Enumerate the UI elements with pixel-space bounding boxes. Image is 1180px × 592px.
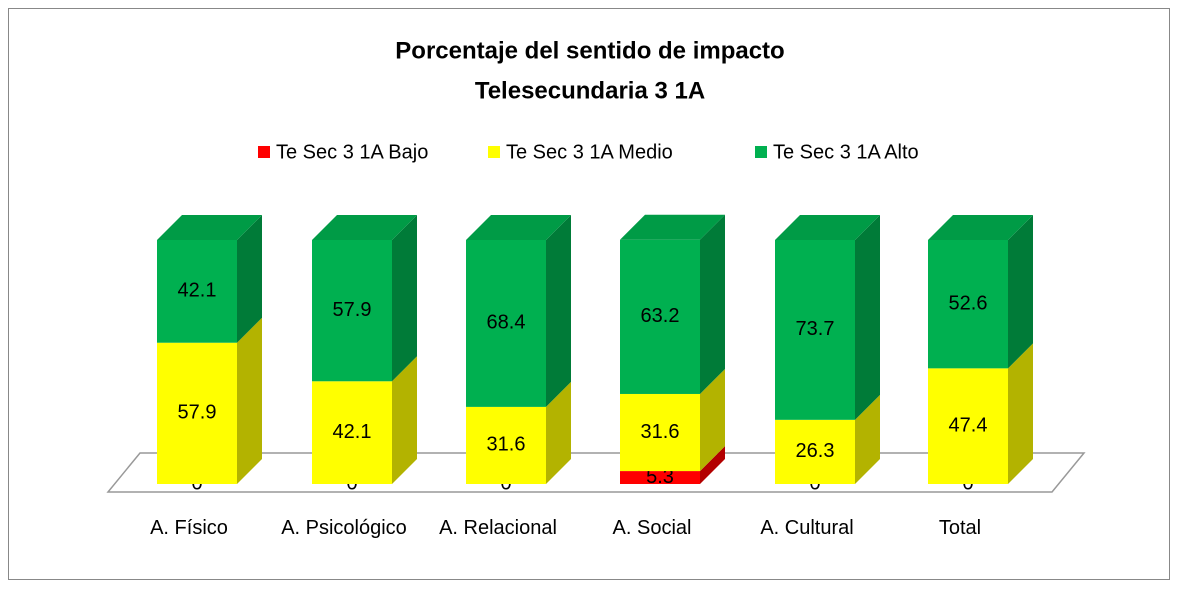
bar-side — [237, 317, 262, 484]
x-tick-label: A. Cultural — [760, 517, 854, 539]
data-label: 68.4 — [487, 312, 526, 334]
bar-side — [1008, 215, 1033, 369]
data-label: 26.3 — [796, 440, 835, 462]
data-label: 63.2 — [641, 305, 680, 327]
bar-segment — [775, 215, 880, 420]
bar-segment — [620, 214, 725, 394]
bar-front — [312, 381, 392, 484]
bar-segment — [928, 343, 1033, 484]
x-tick-label: A. Relacional — [439, 517, 557, 539]
bar-front — [775, 419, 855, 484]
data-label: 5.3 — [646, 466, 674, 488]
bar-side — [392, 215, 417, 382]
x-tick-label: Total — [938, 517, 982, 539]
bar-segment — [928, 215, 1033, 369]
data-label: 73.7 — [796, 318, 835, 340]
x-tick-label: A. Psicológico — [281, 517, 407, 539]
legend-swatch — [488, 146, 500, 158]
bar-front — [157, 342, 237, 484]
bar-segment — [620, 368, 725, 472]
bar-side — [392, 356, 417, 484]
data-label: 47.4 — [949, 414, 988, 436]
bar-top — [466, 215, 571, 240]
bar-front — [775, 240, 855, 420]
bar-segment — [775, 394, 880, 484]
data-label: 42.1 — [178, 280, 217, 302]
data-label: 42.1 — [333, 421, 372, 443]
bar-top — [620, 214, 725, 240]
bar-front — [620, 471, 700, 484]
legend-swatch — [755, 146, 767, 158]
legend-label: Te Sec 3 1A Medio — [506, 141, 673, 163]
bar-top — [928, 215, 1033, 240]
bar-front — [312, 240, 392, 382]
bar-segment — [466, 381, 571, 484]
bar-top — [775, 215, 880, 240]
data-label: 31.6 — [487, 434, 526, 456]
bar-side — [855, 215, 880, 420]
floor — [106, 452, 1086, 493]
bar-side — [546, 381, 571, 484]
chart-title: Telesecundaria 3 1A — [475, 77, 705, 104]
legend-label: Te Sec 3 1A Alto — [773, 141, 919, 163]
bar-front — [466, 406, 546, 484]
bar-front — [620, 239, 700, 394]
bar-front — [620, 393, 700, 472]
bar-top — [157, 215, 262, 240]
bar-side — [546, 215, 571, 407]
data-label: 57.9 — [178, 402, 217, 424]
bar-front — [928, 368, 1008, 484]
bar-segment — [312, 215, 417, 382]
bar-side — [237, 215, 262, 343]
x-tick-label: A. Físico — [150, 517, 228, 539]
legend-swatch — [258, 146, 270, 158]
bar-side — [700, 446, 725, 484]
bar-segment — [466, 215, 571, 407]
bar-front — [466, 240, 546, 407]
chart-title: Porcentaje del sentido de impacto — [395, 37, 784, 64]
data-label: 52.6 — [949, 292, 988, 314]
bar-side — [855, 394, 880, 484]
bar-segment — [620, 446, 725, 484]
bar-segment — [312, 356, 417, 484]
data-label: 31.6 — [641, 421, 680, 443]
legend-label: Te Sec 3 1A Bajo — [276, 141, 428, 163]
bar-front — [928, 240, 1008, 369]
x-tick-label: A. Social — [612, 517, 692, 539]
bar-front — [157, 240, 237, 343]
bar-segment — [157, 215, 262, 343]
bar-side — [1008, 343, 1033, 484]
bar-side — [700, 368, 725, 472]
bar-top — [312, 215, 417, 240]
bar-segment — [157, 317, 262, 484]
bar-side — [700, 214, 725, 394]
data-label: 57.9 — [333, 299, 372, 321]
